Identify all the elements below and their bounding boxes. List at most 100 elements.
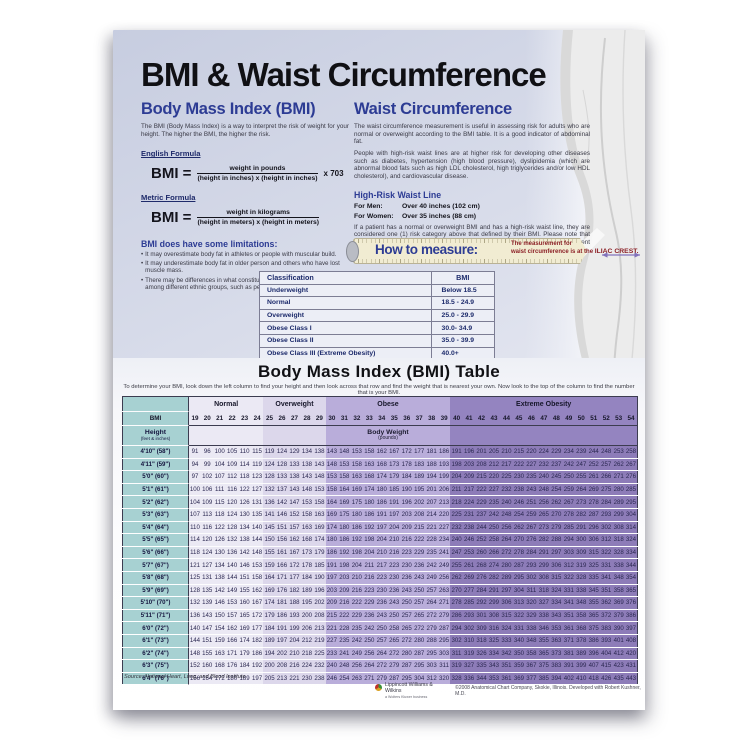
- height-label: Height: [144, 429, 167, 437]
- bmi-data-row: 5'3" (63") 107 113 118 124 130 135 141 146 152 158…: [122, 508, 638, 522]
- weight-cell: 243: [525, 483, 538, 497]
- weight-cell: 289: [612, 495, 625, 509]
- weight-cell: 159: [213, 634, 226, 648]
- weight-cell: 242: [425, 558, 438, 572]
- weight-cell: 163: [363, 458, 376, 472]
- weight-cell: 327: [462, 659, 476, 673]
- weight-cell: 272: [400, 634, 413, 648]
- weight-cell: 259: [525, 508, 538, 522]
- weight-cell: 343: [550, 609, 563, 623]
- weight-cell: 158: [363, 445, 376, 459]
- weight-cell: 216: [350, 584, 364, 598]
- weight-cell: 249: [425, 571, 438, 585]
- weight-cell: 215: [412, 521, 426, 535]
- weight-cell: 209: [325, 596, 339, 610]
- weight-cell: 122: [238, 483, 251, 497]
- bmi-value-header: 21: [213, 411, 226, 426]
- publisher-name: Lippincott Williams & Wilkins: [385, 682, 433, 694]
- bmi-value-header: 52: [599, 411, 613, 426]
- weight-cell: 253: [612, 445, 625, 459]
- weight-cell: 306: [550, 558, 563, 572]
- weight-cell: 155: [238, 584, 251, 598]
- weight-cell: 186: [275, 609, 289, 623]
- weight-cell: 180: [363, 495, 376, 509]
- weight-cell: 371: [562, 634, 576, 648]
- weight-cell: 272: [375, 659, 388, 673]
- weight-cell: 145: [263, 521, 276, 535]
- weight-cell: 216: [288, 659, 301, 673]
- weight-cell: 206: [300, 621, 314, 635]
- weight-cell: 172: [288, 558, 301, 572]
- bmi-table-title: Body Mass Index (BMI) Table: [257, 362, 501, 381]
- weight-cell: 228: [425, 533, 438, 547]
- weight-cell: 119: [250, 458, 264, 472]
- waist-para-1: The waist circumference measurement is u…: [354, 123, 590, 146]
- weight-cell: 318: [612, 533, 625, 547]
- bmi-data-row: 5'11" (71") 136 143 150 157 165 172 179 186 193 20…: [122, 609, 638, 623]
- bmi-data-row: 4'10" (58") 91 96 100 105 110 115 119 124 129 134 1…: [122, 445, 638, 459]
- weight-cell: 236: [388, 584, 401, 598]
- weight-cell: 163: [313, 508, 326, 522]
- weight-cell: 284: [599, 495, 613, 509]
- weight-cell: 153: [325, 470, 339, 484]
- weight-cell: 240: [537, 470, 551, 484]
- weight-cell: 273: [537, 521, 551, 535]
- weight-cell: 361: [500, 672, 513, 686]
- weight-cell: 232: [537, 458, 551, 472]
- classification-bmi-header: BMI: [430, 271, 496, 285]
- weight-cell: 237: [475, 508, 488, 522]
- weight-cell: 365: [624, 584, 638, 598]
- weight-cell: 348: [525, 634, 538, 648]
- weight-cell: 129: [288, 445, 301, 459]
- weight-cell: 219: [313, 634, 326, 648]
- weight-cell: 102: [200, 470, 214, 484]
- weight-cell: 278: [450, 596, 463, 610]
- weight-cell: 116: [225, 483, 239, 497]
- weight-cell: 196: [313, 584, 326, 598]
- weight-cell: 328: [612, 546, 625, 560]
- weight-cell: 264: [575, 483, 588, 497]
- weight-cell: 386: [587, 634, 600, 648]
- weight-cell: 338: [575, 584, 588, 598]
- weight-cell: 139: [200, 596, 214, 610]
- weight-cell: 210: [500, 445, 513, 459]
- weight-cell: 193: [437, 458, 451, 472]
- weight-cell: 165: [238, 609, 251, 623]
- weight-cell: 293: [599, 508, 613, 522]
- weight-cell: 134: [300, 445, 314, 459]
- weight-cell: 179: [238, 647, 251, 661]
- women-value: Over 35 inches (88 cm): [402, 212, 477, 220]
- weight-cell: 267: [562, 495, 576, 509]
- weight-cell: 358: [612, 584, 625, 598]
- weight-cell: 271: [363, 672, 376, 686]
- weight-cell: 351: [500, 659, 513, 673]
- weight-cell: 134: [213, 558, 226, 572]
- classification-category: Obese Class II: [259, 333, 432, 348]
- weight-cell: 331: [599, 558, 613, 572]
- limitation-text: It may overestimate body fat in athletes…: [145, 250, 337, 258]
- weight-cell: 119: [263, 445, 276, 459]
- weight-cell: 276: [525, 533, 538, 547]
- weight-cell: 250: [375, 621, 388, 635]
- weight-cell: 185: [313, 558, 326, 572]
- weight-cell: 141: [263, 508, 276, 522]
- weight-cell: 378: [575, 634, 588, 648]
- weight-cell: 322: [562, 571, 576, 585]
- weight-cell: 234: [562, 445, 576, 459]
- weight-cell: 159: [263, 558, 276, 572]
- weight-cell: 235: [487, 495, 501, 509]
- weight-cell: 241: [437, 546, 451, 560]
- weight-cell: 138: [213, 571, 226, 585]
- height-cell: 5'6" (66"): [122, 546, 189, 560]
- weight-cell: 142: [275, 495, 289, 509]
- weight-cell: 322: [512, 609, 526, 623]
- weight-cell: 268: [475, 558, 488, 572]
- bmi-data-row: 5'7" (67") 121 127 134 140 146 153 159 166 172 178…: [122, 558, 638, 572]
- weight-cell: 232: [313, 659, 326, 673]
- weight-cell: 197: [375, 521, 388, 535]
- weight-cell: 373: [550, 647, 563, 661]
- weight-cell: 391: [562, 659, 576, 673]
- limitations-heading: BMI does have some limitations:: [141, 239, 278, 250]
- weight-cell: 279: [388, 659, 401, 673]
- weight-cell: 132: [225, 533, 239, 547]
